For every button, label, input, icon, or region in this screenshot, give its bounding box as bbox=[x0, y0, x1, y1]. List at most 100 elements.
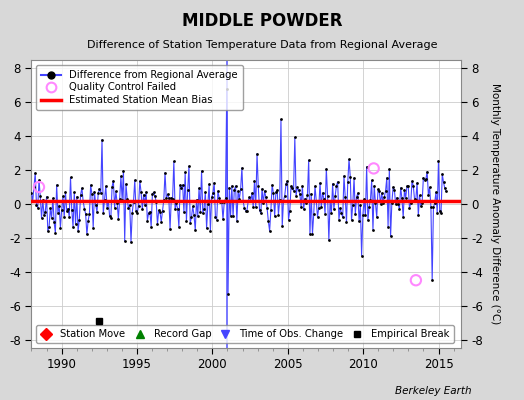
Point bbox=[124, 205, 133, 212]
Point bbox=[78, 185, 86, 191]
Point bbox=[361, 212, 369, 218]
Point bbox=[165, 195, 173, 201]
Point bbox=[392, 194, 401, 201]
Point bbox=[36, 193, 45, 199]
Point bbox=[299, 206, 308, 212]
Point bbox=[407, 200, 415, 206]
Point bbox=[233, 218, 241, 224]
Point bbox=[277, 116, 285, 122]
Point bbox=[234, 188, 242, 194]
Point bbox=[316, 180, 324, 186]
Point bbox=[425, 184, 434, 190]
Point bbox=[235, 196, 244, 202]
Point bbox=[171, 206, 179, 212]
Point bbox=[357, 252, 366, 259]
Point bbox=[419, 175, 428, 181]
Point bbox=[117, 173, 125, 180]
Point bbox=[307, 190, 315, 197]
Point bbox=[341, 194, 350, 200]
Point bbox=[130, 177, 139, 183]
Point bbox=[55, 202, 63, 209]
Point bbox=[285, 216, 293, 223]
Point bbox=[220, 199, 228, 205]
Point bbox=[439, 179, 447, 186]
Point bbox=[224, 290, 232, 297]
Point bbox=[46, 205, 54, 211]
Point bbox=[310, 211, 318, 218]
Point bbox=[442, 188, 450, 194]
Point bbox=[435, 208, 444, 214]
Point bbox=[59, 193, 67, 200]
Point bbox=[182, 218, 191, 224]
Point bbox=[252, 204, 260, 210]
Point bbox=[62, 208, 71, 214]
Point bbox=[412, 197, 420, 203]
Point bbox=[179, 182, 187, 188]
Point bbox=[64, 206, 72, 212]
Point bbox=[200, 205, 208, 212]
Point bbox=[35, 184, 43, 190]
Point bbox=[380, 194, 388, 200]
Point bbox=[185, 163, 193, 169]
Point bbox=[365, 203, 374, 210]
Point bbox=[86, 182, 95, 188]
Point bbox=[403, 183, 411, 189]
Point bbox=[253, 150, 261, 157]
Point bbox=[302, 200, 310, 206]
Point bbox=[132, 208, 140, 214]
Point bbox=[369, 227, 377, 233]
Point bbox=[333, 178, 342, 185]
Point bbox=[94, 190, 102, 196]
Point bbox=[119, 168, 128, 174]
Point bbox=[293, 184, 301, 191]
Point bbox=[121, 238, 129, 244]
Point bbox=[405, 205, 413, 212]
Point bbox=[83, 231, 91, 238]
Point bbox=[323, 192, 332, 199]
Point bbox=[372, 200, 380, 206]
Point bbox=[65, 214, 73, 220]
Point bbox=[263, 205, 271, 212]
Point bbox=[356, 202, 365, 208]
Point bbox=[389, 184, 397, 190]
Point bbox=[95, 186, 104, 192]
Point bbox=[61, 189, 70, 195]
Point bbox=[186, 220, 194, 226]
Point bbox=[187, 214, 195, 220]
Point bbox=[105, 212, 114, 219]
Point bbox=[384, 224, 392, 230]
Point bbox=[344, 179, 352, 186]
Point bbox=[69, 224, 77, 230]
Point bbox=[383, 174, 391, 181]
Point bbox=[360, 196, 368, 202]
Point bbox=[259, 200, 268, 207]
Point bbox=[71, 221, 80, 227]
Point bbox=[37, 215, 46, 221]
Point bbox=[301, 196, 309, 202]
Point bbox=[394, 201, 402, 208]
Point bbox=[45, 224, 53, 230]
Point bbox=[113, 200, 122, 206]
Text: Berkeley Earth: Berkeley Earth bbox=[395, 386, 472, 396]
Point bbox=[381, 188, 390, 194]
Point bbox=[391, 201, 400, 207]
Point bbox=[208, 194, 216, 201]
Point bbox=[191, 227, 200, 234]
Point bbox=[90, 188, 99, 195]
Point bbox=[216, 198, 225, 205]
Point bbox=[433, 210, 441, 216]
Point bbox=[339, 214, 347, 220]
Point bbox=[278, 223, 287, 230]
Point bbox=[174, 224, 183, 230]
Point bbox=[364, 217, 372, 224]
Point bbox=[221, 195, 230, 202]
Point bbox=[225, 184, 234, 191]
Point bbox=[401, 194, 410, 201]
Point bbox=[51, 230, 60, 236]
Point bbox=[385, 166, 394, 172]
Point bbox=[155, 207, 163, 214]
Point bbox=[109, 177, 117, 184]
Point bbox=[423, 168, 431, 175]
Point bbox=[238, 165, 246, 171]
Point bbox=[266, 228, 274, 234]
